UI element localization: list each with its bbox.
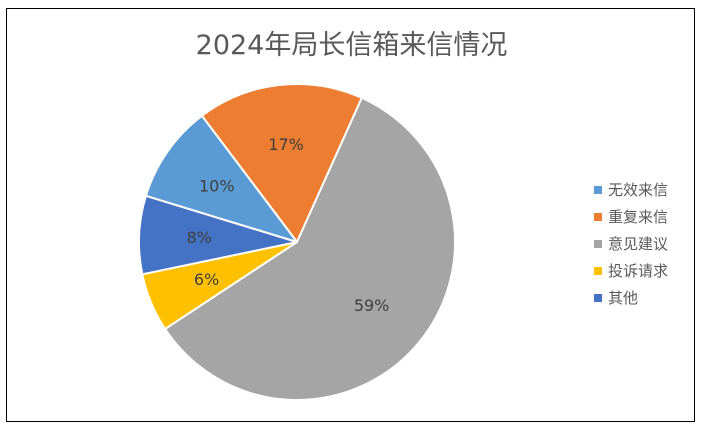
slice-data-label: 6% — [194, 270, 219, 289]
legend-item: 意见建议 — [594, 230, 668, 257]
chart-title: 2024年局长信箱来信情况 — [195, 30, 508, 61]
legend-item: 重复来信 — [594, 203, 668, 230]
slice-data-label: 59% — [354, 296, 390, 315]
chart-frame: 2024年局长信箱来信情况 17% 59% 6% 8% 10% 无效来信 重复来信 意见… — [6, 8, 695, 422]
pie-slice — [200, 83, 363, 243]
chart-legend: 无效来信 重复来信 意见建议 投诉请求 其他 — [594, 176, 668, 311]
legend-item: 其他 — [594, 284, 668, 311]
pie-slice — [144, 114, 298, 243]
pie-slice — [164, 96, 456, 401]
legend-label: 重复来信 — [608, 208, 669, 226]
slice-data-label: 8% — [186, 228, 211, 247]
slice-data-label: 10% — [199, 176, 235, 195]
legend-swatch — [594, 185, 602, 194]
legend-swatch — [594, 239, 602, 248]
legend-swatch — [594, 212, 602, 221]
legend-swatch — [594, 266, 602, 275]
legend-item: 投诉请求 — [594, 257, 668, 284]
slice-data-label: 17% — [268, 135, 304, 154]
legend-item: 无效来信 — [594, 176, 668, 203]
legend-label: 投诉请求 — [608, 262, 669, 280]
legend-label: 无效来信 — [608, 181, 669, 199]
pie-chart: 17% 59% 6% 8% 10% — [138, 83, 456, 401]
legend-label: 意见建议 — [608, 235, 669, 253]
legend-swatch — [594, 293, 602, 302]
legend-label: 其他 — [608, 289, 639, 307]
